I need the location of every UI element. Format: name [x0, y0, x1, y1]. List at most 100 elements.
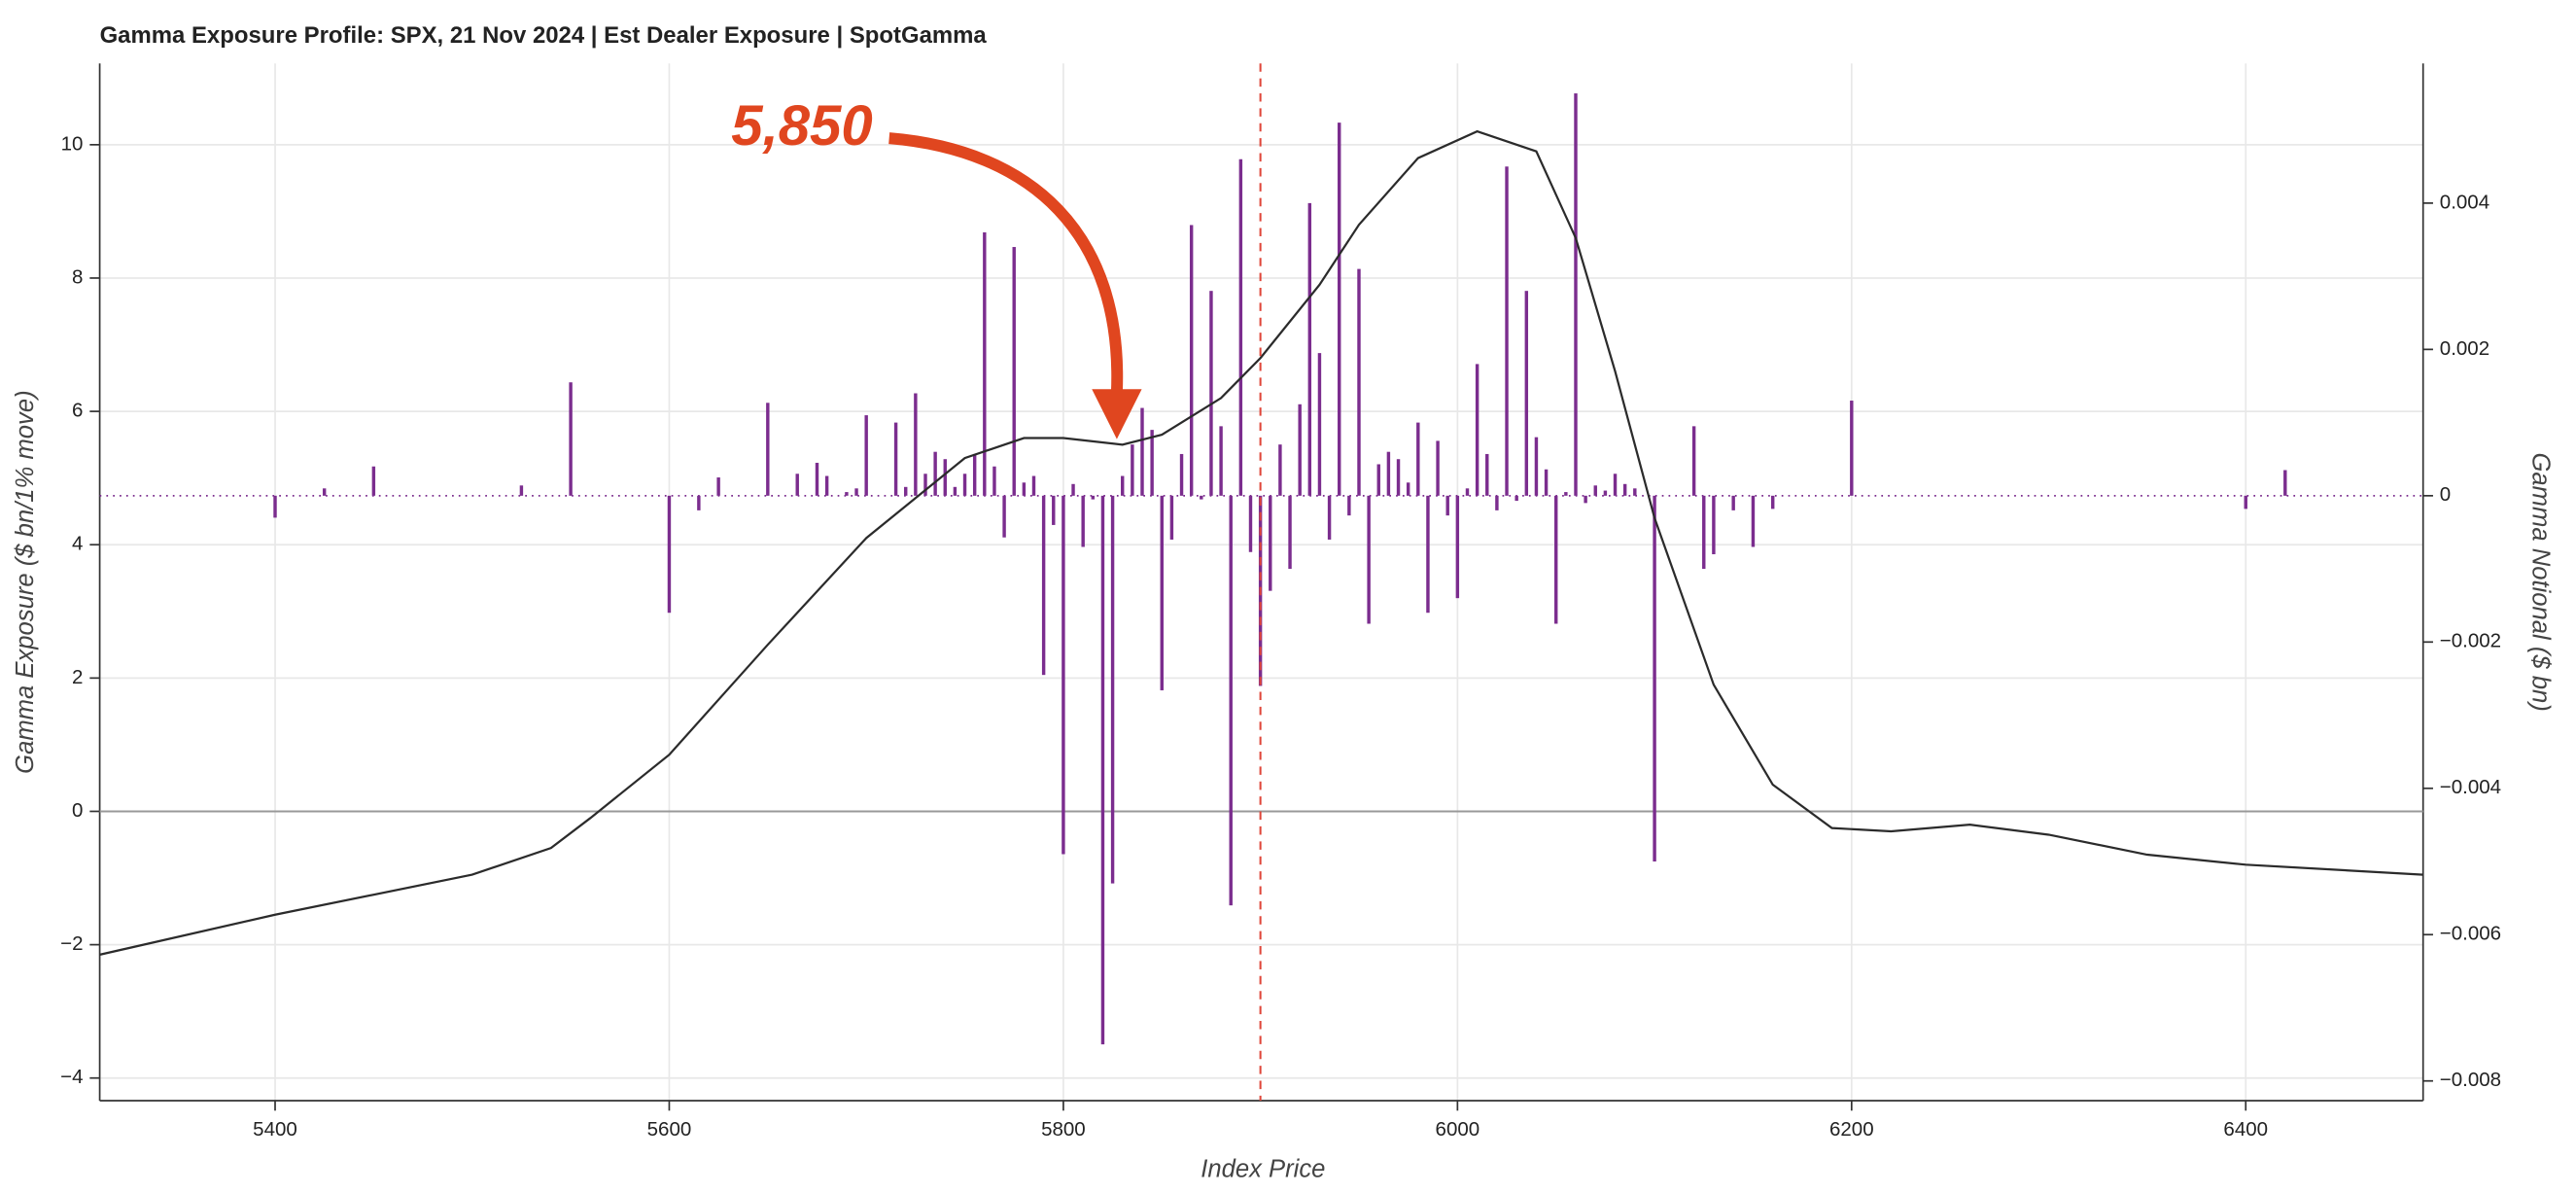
bar	[1307, 202, 1312, 496]
bar	[716, 477, 720, 496]
bar	[795, 474, 799, 496]
bar	[943, 459, 947, 496]
y-tick-label: 4	[72, 533, 83, 555]
bar	[1209, 291, 1213, 496]
bar	[1031, 475, 1036, 496]
y-tick-label: 10	[61, 132, 84, 155]
bar	[933, 451, 937, 496]
bar	[1603, 490, 1608, 496]
bar	[1465, 488, 1470, 496]
bar	[1229, 495, 1233, 906]
annotation: 5,850	[731, 94, 872, 158]
bar	[519, 485, 524, 496]
bar	[1416, 422, 1420, 496]
bar	[1850, 401, 1854, 496]
y-tick-label: −4	[60, 1066, 83, 1088]
bar	[1622, 483, 1627, 496]
y-axis-label: Gamma Exposure ($ bn/1% move)	[12, 390, 39, 773]
y2-tick-label: −0.002	[2440, 630, 2501, 652]
bar	[1041, 495, 1046, 676]
bar	[962, 474, 967, 496]
bar	[667, 495, 672, 614]
x-tick-label: 6200	[1829, 1118, 1874, 1141]
bar	[1455, 495, 1460, 599]
bar	[1495, 495, 1499, 510]
x-tick-label: 6400	[2223, 1118, 2268, 1141]
bar	[1633, 488, 1637, 496]
bar	[1691, 426, 1696, 496]
gamma-curve	[99, 129, 2423, 956]
bar	[1298, 404, 1302, 496]
bar	[322, 488, 327, 496]
bar	[1121, 475, 1125, 496]
bar	[1110, 495, 1115, 884]
bar	[371, 466, 376, 496]
annotation-arrowhead	[1092, 389, 1142, 439]
bar	[1544, 469, 1549, 496]
x-tick-label: 5600	[647, 1118, 692, 1141]
bar	[2283, 470, 2287, 496]
bar	[569, 382, 573, 496]
bar	[2244, 495, 2247, 509]
bar	[1584, 495, 1587, 504]
bar	[1534, 437, 1539, 496]
bar	[1357, 268, 1361, 496]
bar	[1653, 495, 1656, 862]
bar	[1169, 495, 1174, 540]
bar	[1347, 495, 1351, 516]
bar	[1436, 440, 1440, 496]
bar	[1022, 482, 1027, 496]
bar	[914, 393, 918, 496]
y2-tick-label: −0.006	[2440, 923, 2501, 945]
bar	[1367, 495, 1371, 624]
bar	[1475, 364, 1479, 496]
bar	[1200, 495, 1203, 500]
bar	[1396, 459, 1401, 496]
annotation-arrow	[888, 132, 1124, 393]
bar	[1002, 495, 1006, 538]
bar	[854, 488, 858, 496]
y2-tick-label: 0.002	[2440, 337, 2489, 360]
bar	[815, 462, 819, 496]
bar	[1179, 453, 1184, 496]
bar	[1278, 444, 1282, 496]
bar	[1327, 495, 1332, 540]
bar	[766, 403, 770, 496]
bar	[1613, 474, 1618, 496]
y-tick-label: 6	[72, 400, 83, 422]
bar	[1062, 495, 1065, 855]
bar	[1071, 483, 1075, 496]
bar	[1445, 495, 1449, 516]
bar	[273, 495, 277, 518]
y-tick-label: 8	[72, 265, 83, 288]
bar	[1238, 158, 1243, 496]
bar	[1485, 453, 1489, 496]
bar	[1338, 123, 1341, 496]
bar	[1702, 495, 1706, 570]
bar	[1150, 430, 1154, 496]
bar	[1593, 485, 1597, 496]
bar	[1081, 495, 1085, 547]
bar	[1131, 444, 1134, 496]
y2-tick-label: −0.008	[2440, 1069, 2501, 1091]
bar	[1091, 495, 1096, 500]
bar	[1712, 495, 1716, 555]
bar	[1100, 495, 1105, 1045]
bar	[1140, 407, 1144, 496]
bar	[1052, 495, 1056, 525]
y2-tick-label: −0.004	[2440, 776, 2501, 798]
x-tick-label: 5400	[253, 1118, 297, 1141]
y-tick-label: −2	[60, 932, 83, 955]
bar	[893, 422, 898, 496]
bar	[1426, 495, 1430, 614]
bar	[1386, 451, 1391, 496]
bar	[923, 474, 927, 496]
bar	[953, 486, 957, 496]
bar	[845, 492, 849, 496]
bar	[1189, 225, 1194, 496]
bar	[992, 466, 996, 496]
bar	[1012, 247, 1016, 496]
bar	[1554, 495, 1558, 624]
